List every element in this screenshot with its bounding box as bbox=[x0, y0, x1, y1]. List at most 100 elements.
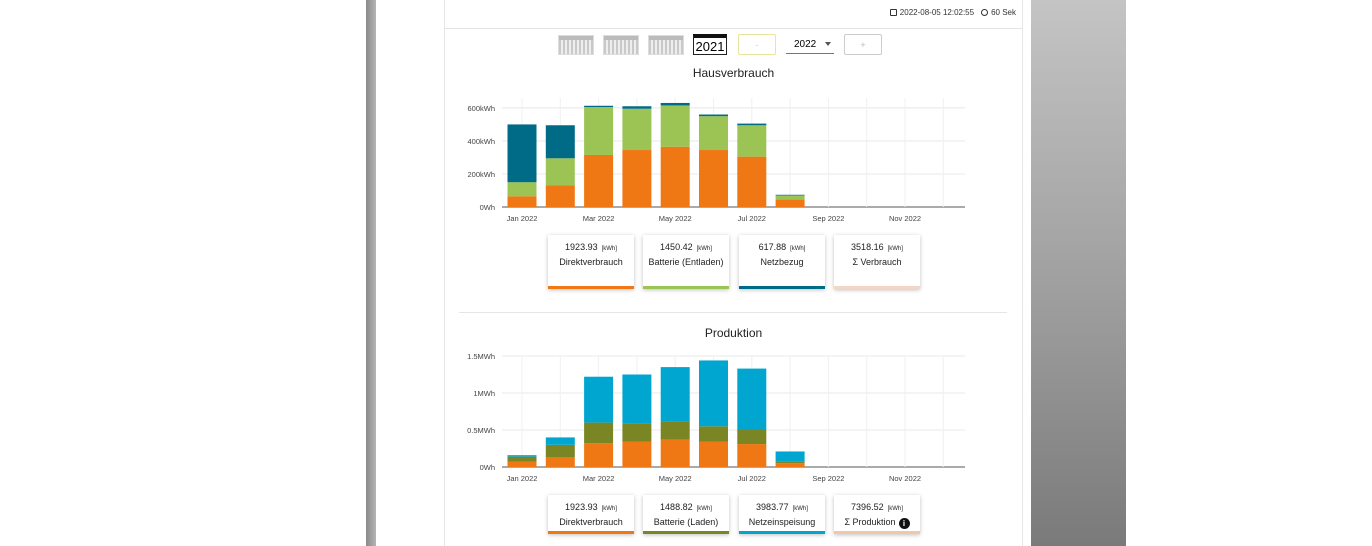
bar-segment[interactable] bbox=[545, 444, 575, 458]
bar-segment[interactable] bbox=[660, 105, 690, 147]
info-icon[interactable]: i bbox=[898, 518, 910, 529]
day-view-button[interactable] bbox=[558, 34, 594, 55]
refresh-icon[interactable] bbox=[981, 9, 989, 16]
next-year-button[interactable]: + bbox=[844, 34, 882, 55]
year-view-button[interactable] bbox=[648, 34, 684, 55]
bar-segment[interactable] bbox=[660, 439, 690, 467]
bar-segment[interactable] bbox=[699, 441, 728, 467]
x-tick-label: Sep 2022 bbox=[812, 474, 844, 483]
verbrauch-stat-card[interactable]: 1923.93 [kWh] Direktverbrauch bbox=[548, 235, 634, 289]
verbrauch-stat-card[interactable]: 617.88 [kWh] Netzbezug bbox=[739, 235, 825, 289]
bar-segment[interactable] bbox=[775, 461, 805, 464]
bar-segment[interactable] bbox=[584, 422, 614, 444]
bar-segment[interactable] bbox=[584, 107, 614, 155]
stat-value: 1923.93 [kWh] bbox=[548, 242, 634, 252]
bar-segment[interactable] bbox=[584, 376, 614, 423]
bar-segment[interactable] bbox=[507, 456, 537, 462]
stat-number: 7396.52 bbox=[851, 502, 884, 512]
bar-segment[interactable] bbox=[622, 374, 652, 424]
stat-number: 1488.82 bbox=[660, 502, 693, 512]
bar-segment[interactable] bbox=[775, 194, 805, 196]
bar-segment[interactable] bbox=[584, 154, 614, 207]
x-tick-label: May 2022 bbox=[659, 214, 692, 223]
stat-value: 1450.42 [kWh] bbox=[643, 242, 729, 252]
stat-color-bar bbox=[739, 531, 825, 534]
stat-number: 3518.16 bbox=[851, 242, 884, 252]
bar-segment[interactable] bbox=[622, 150, 652, 207]
bar-segment[interactable] bbox=[699, 116, 728, 151]
bar-segment[interactable] bbox=[699, 360, 728, 427]
y-tick-label: 1MWh bbox=[473, 389, 495, 398]
bar-segment[interactable] bbox=[584, 443, 614, 467]
x-tick-label: Jul 2022 bbox=[738, 214, 766, 223]
produktion-title: Produktion bbox=[704, 326, 763, 340]
y-tick-label: 200kWh bbox=[467, 170, 495, 179]
bar-segment[interactable] bbox=[660, 421, 690, 440]
stat-unit: [kWh] bbox=[601, 506, 617, 512]
bar-segment[interactable] bbox=[737, 156, 767, 207]
bar-segment[interactable] bbox=[737, 444, 767, 467]
stat-label: Batterie (Laden) bbox=[653, 517, 719, 527]
stat-value: 3983.77 [kWh] bbox=[739, 502, 825, 512]
year-select[interactable]: 2022 bbox=[786, 36, 834, 54]
stat-label: Netzeinspeisung bbox=[748, 517, 816, 527]
header-divider bbox=[445, 28, 1022, 29]
bar-segment[interactable] bbox=[507, 124, 537, 183]
bar-segment[interactable] bbox=[622, 106, 652, 109]
bar-segment[interactable] bbox=[699, 114, 728, 117]
year-display[interactable]: 2021 bbox=[693, 34, 727, 55]
stat-color-bar bbox=[643, 531, 729, 534]
bar-segment[interactable] bbox=[507, 461, 537, 467]
verbrauch-stat-card[interactable]: 3518.16 [kWh] Σ Verbrauch bbox=[834, 235, 920, 289]
refresh-interval[interactable]: 60 Sek bbox=[991, 8, 1016, 17]
bar-segment[interactable] bbox=[622, 108, 652, 151]
bar-segment[interactable] bbox=[507, 196, 537, 207]
bar-segment[interactable] bbox=[660, 367, 690, 422]
produktion-stat-card[interactable]: 1923.93 [kWh] Direktverbrauch bbox=[548, 495, 634, 534]
x-tick-label: Nov 2022 bbox=[889, 474, 921, 483]
stat-label: Σ Verbrauch bbox=[852, 257, 902, 267]
y-tick-label: 0.5MWh bbox=[467, 426, 495, 435]
stat-label: Batterie (Entladen) bbox=[648, 257, 724, 267]
stat-unit: [kWh] bbox=[790, 246, 806, 252]
left-gutter bbox=[366, 0, 376, 546]
bar-segment[interactable] bbox=[545, 125, 575, 159]
bar-segment[interactable] bbox=[622, 441, 652, 467]
bar-segment[interactable] bbox=[507, 182, 537, 197]
produktion-stat-card[interactable]: 1488.82 [kWh] Batterie (Laden) bbox=[643, 495, 729, 534]
prev-year-button[interactable]: - bbox=[738, 34, 776, 55]
bar-segment[interactable] bbox=[584, 105, 614, 108]
bar-segment[interactable] bbox=[737, 368, 767, 430]
bar-segment[interactable] bbox=[660, 102, 690, 106]
bar-segment[interactable] bbox=[775, 199, 805, 207]
bar-segment[interactable] bbox=[545, 158, 575, 186]
calendar-icon bbox=[889, 9, 897, 16]
stat-label: Netzbezug bbox=[760, 257, 804, 267]
produktion-stat-card[interactable]: 7396.52 [kWh] Σ Produktion i bbox=[834, 495, 920, 534]
bar-segment[interactable] bbox=[507, 455, 537, 457]
bar-segment[interactable] bbox=[775, 463, 805, 467]
bar-segment[interactable] bbox=[545, 185, 575, 207]
bar-segment[interactable] bbox=[737, 125, 767, 157]
bar-segment[interactable] bbox=[660, 146, 690, 207]
dashboard-card: 2022-08-05 12:02:55 60 Sek 2021 - 2022 +… bbox=[444, 0, 1023, 546]
verbrauch-stat-card[interactable]: 1450.42 [kWh] Batterie (Entladen) bbox=[643, 235, 729, 289]
produktion-chart: 0Wh 0.5MWh 1MWh 1.5MWh Jan 2022 Mar 2022 May 2… bbox=[467, 352, 965, 483]
produktion-stat-card[interactable]: 3983.77 [kWh] Netzeinspeisung bbox=[739, 495, 825, 534]
bar-segment[interactable] bbox=[775, 451, 805, 462]
bar-segment[interactable] bbox=[775, 195, 805, 200]
period-toolbar: 2021 - 2022 + bbox=[558, 34, 882, 55]
bar-segment[interactable] bbox=[622, 423, 652, 442]
bar-segment[interactable] bbox=[545, 457, 575, 467]
bar-segment[interactable] bbox=[545, 437, 575, 445]
month-view-button[interactable] bbox=[603, 34, 639, 55]
year-select-value: 2022 bbox=[794, 38, 817, 50]
stat-value: 7396.52 [kWh] bbox=[834, 502, 920, 512]
bar-segment[interactable] bbox=[699, 150, 728, 207]
bar-segment[interactable] bbox=[699, 426, 728, 442]
stat-unit: [kWh] bbox=[887, 246, 903, 252]
bar-segment[interactable] bbox=[737, 430, 767, 445]
stat-number: 3983.77 bbox=[756, 502, 789, 512]
stat-value: 3518.16 [kWh] bbox=[834, 242, 920, 252]
bar-segment[interactable] bbox=[737, 123, 767, 126]
